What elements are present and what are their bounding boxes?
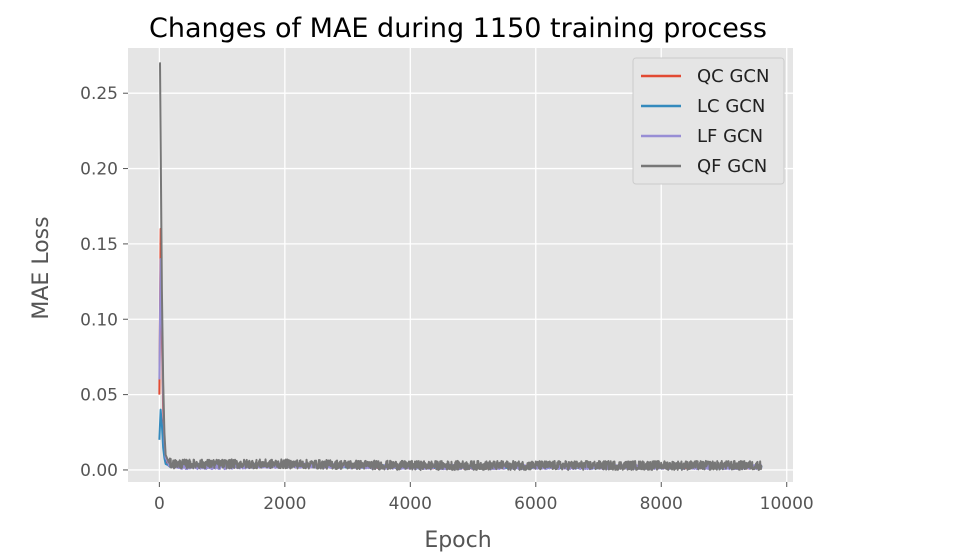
- y-tick-label: 0.20: [80, 160, 118, 180]
- x-tick-label: 6000: [514, 494, 557, 514]
- y-ticks: 0.00 0.05 0.10 0.15 0.20 0.25: [80, 84, 128, 481]
- y-tick-label: 0.05: [80, 386, 118, 406]
- legend-label: QF GCN: [697, 156, 767, 177]
- x-ticks: 0 2000 4000 6000 8000 10000: [154, 482, 814, 514]
- y-tick-label: 0.25: [80, 84, 118, 104]
- y-tick-label: 0.15: [80, 235, 118, 255]
- x-tick-label: 10000: [760, 494, 814, 514]
- x-tick-label: 0: [154, 494, 165, 514]
- legend: QC GCN LC GCN LF GCN QF GCN: [632, 57, 785, 185]
- series-line-qf-gcn: [159, 62, 763, 471]
- x-tick-label: 4000: [389, 494, 432, 514]
- series-lines: [158, 62, 763, 471]
- legend-label: QC GCN: [697, 66, 769, 87]
- chart-title: Changes of MAE during 1150 training proc…: [149, 13, 767, 44]
- x-tick-label: 2000: [263, 494, 306, 514]
- x-tick-label: 8000: [640, 494, 683, 514]
- legend-label: LF GCN: [697, 126, 763, 147]
- y-tick-label: 0.10: [80, 310, 118, 330]
- y-axis-label: MAE Loss: [29, 216, 54, 319]
- y-tick-label: 0.00: [80, 461, 118, 481]
- x-axis-label: Epoch: [424, 528, 491, 553]
- legend-box: [632, 57, 785, 185]
- legend-label: LC GCN: [697, 96, 765, 117]
